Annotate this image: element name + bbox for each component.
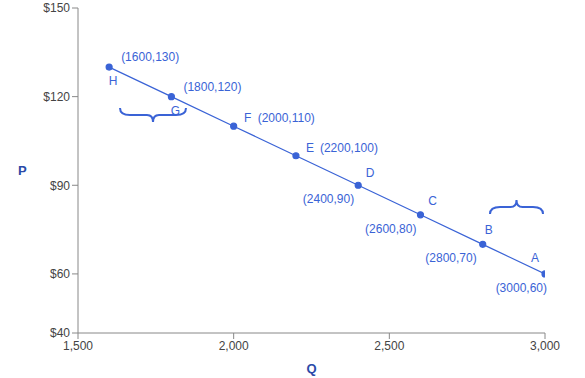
svg-text:A: A [531, 251, 539, 265]
svg-text:(2400,90): (2400,90) [303, 192, 354, 206]
svg-text:1,500: 1,500 [63, 339, 93, 353]
svg-text:E: E [306, 141, 314, 155]
svg-text:$40: $40 [50, 326, 70, 340]
svg-text:$150: $150 [43, 1, 70, 15]
svg-text:F: F [244, 111, 251, 125]
svg-text:B: B [485, 223, 493, 237]
svg-text:G: G [171, 104, 180, 118]
svg-text:(2000,110): (2000,110) [258, 111, 315, 125]
svg-text:3,000: 3,000 [530, 339, 560, 353]
svg-text:$60: $60 [50, 267, 70, 281]
svg-text:$90: $90 [50, 179, 70, 193]
svg-text:(2800,70): (2800,70) [425, 251, 476, 265]
svg-text:(2600,80): (2600,80) [365, 222, 416, 236]
svg-text:(3000,60): (3000,60) [496, 281, 547, 295]
svg-text:(2200,100): (2200,100) [320, 141, 378, 155]
svg-text:C: C [428, 194, 437, 208]
svg-text:(1600,130): (1600,130) [121, 50, 179, 64]
svg-text:2,000: 2,000 [219, 339, 249, 353]
svg-text:$120: $120 [43, 90, 70, 104]
svg-text:(1800,120): (1800,120) [183, 80, 241, 94]
svg-text:H: H [109, 74, 118, 88]
svg-text:P: P [18, 163, 27, 178]
svg-text:D: D [366, 166, 375, 180]
svg-text:Q: Q [306, 361, 316, 376]
svg-text:2,500: 2,500 [374, 339, 404, 353]
